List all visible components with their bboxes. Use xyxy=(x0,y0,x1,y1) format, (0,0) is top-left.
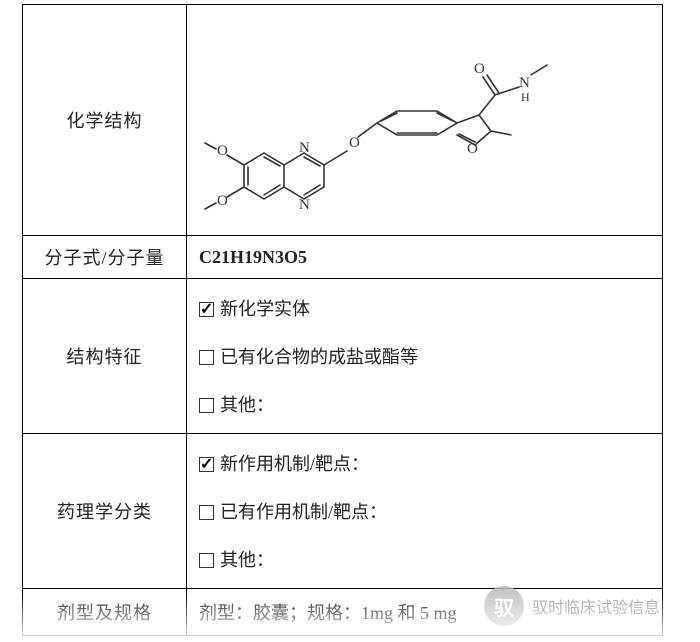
feature-option: 新化学实体 xyxy=(199,289,652,333)
svg-text:O: O xyxy=(217,143,228,159)
row-features: 结构特征 新化学实体 已有化合物的成盐或酯等 其他： xyxy=(23,279,663,434)
compound-info-table: 化学结构 xyxy=(22,4,663,636)
watermark-logo-icon: 驭 xyxy=(484,586,524,626)
checkbox-icon xyxy=(199,302,214,317)
label-pharmacology: 药理学分类 xyxy=(23,434,187,589)
checkbox-icon xyxy=(199,350,214,365)
option-text: 新作用机制/靶点： xyxy=(220,454,369,474)
option-text: 新化学实体 xyxy=(220,299,310,319)
svg-text:O: O xyxy=(349,135,360,151)
checkbox-icon xyxy=(199,398,214,413)
option-text: 已有作用机制/靶点： xyxy=(220,502,387,522)
feature-option: 其他： xyxy=(199,381,652,423)
label-structure: 化学结构 xyxy=(23,5,187,236)
row-pharmacology: 药理学分类 新作用机制/靶点： 已有作用机制/靶点： 其他： xyxy=(23,434,663,589)
value-features: 新化学实体 已有化合物的成盐或酯等 其他： xyxy=(187,279,663,434)
svg-text:O: O xyxy=(467,141,478,157)
molecule-diagram: O O O O O N N N H xyxy=(199,15,659,225)
watermark: 驭 驭时临床试验信息 xyxy=(484,586,660,626)
option-text: 其他： xyxy=(220,550,274,570)
option-text: 其他： xyxy=(220,395,274,415)
option-text: 已有化合物的成盐或酯等 xyxy=(220,347,418,367)
label-dosage: 剂型及规格 xyxy=(23,589,187,636)
feature-option: 已有化合物的成盐或酯等 xyxy=(199,333,652,381)
svg-text:O: O xyxy=(217,193,228,209)
svg-text:N: N xyxy=(519,75,530,91)
svg-text:O: O xyxy=(474,61,485,77)
pharm-option: 其他： xyxy=(199,536,652,578)
checkbox-icon xyxy=(199,457,214,472)
label-features: 结构特征 xyxy=(23,279,187,434)
watermark-text: 驭时临床试验信息 xyxy=(532,594,660,618)
value-pharmacology: 新作用机制/靶点： 已有作用机制/靶点： 其他： xyxy=(187,434,663,589)
row-structure: 化学结构 xyxy=(23,5,663,236)
label-formula: 分子式/分子量 xyxy=(23,236,187,279)
svg-text:N: N xyxy=(299,140,310,156)
checkbox-icon xyxy=(199,553,214,568)
svg-text:N: N xyxy=(299,197,310,213)
pharm-option: 已有作用机制/靶点： xyxy=(199,488,652,536)
svg-text:H: H xyxy=(521,90,530,104)
pharm-option: 新作用机制/靶点： xyxy=(199,444,652,488)
checkbox-icon xyxy=(199,505,214,520)
value-formula: C21H19N3O5 xyxy=(187,236,663,279)
row-formula: 分子式/分子量 C21H19N3O5 xyxy=(23,236,663,279)
cell-structure: O O O O O N N N H xyxy=(187,5,663,236)
